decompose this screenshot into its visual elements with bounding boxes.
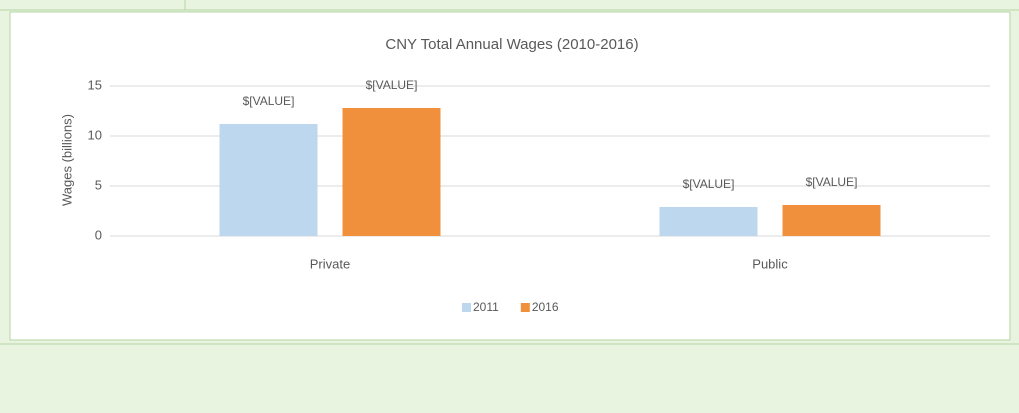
- bar: [659, 207, 758, 236]
- bottom-panel: [0, 344, 1019, 413]
- data-label: $[VALUE]: [683, 177, 735, 191]
- legend-label: 2016: [532, 300, 559, 314]
- legend-label: 2011: [473, 300, 499, 314]
- data-label: $[VALUE]: [366, 78, 418, 92]
- y-tick-label: 10: [88, 127, 102, 142]
- x-tick-label: Public: [752, 256, 788, 271]
- bar: [219, 124, 318, 236]
- legend-swatch: [520, 303, 530, 312]
- y-tick-label: 0: [95, 227, 102, 242]
- chart-area: [9, 11, 1011, 341]
- bar: [782, 205, 881, 236]
- y-tick-label: 15: [88, 77, 102, 92]
- bar: [342, 108, 441, 236]
- top-strip: [0, 0, 1019, 10]
- y-axis-label: Wages (billions): [59, 114, 74, 206]
- data-label: $[VALUE]: [806, 175, 858, 189]
- chart-title: CNY Total Annual Wages (2010-2016): [385, 36, 638, 53]
- x-tick-label: Private: [310, 256, 350, 271]
- data-label: $[VALUE]: [243, 94, 295, 108]
- y-tick-label: 5: [95, 177, 102, 192]
- legend-swatch: [462, 303, 471, 312]
